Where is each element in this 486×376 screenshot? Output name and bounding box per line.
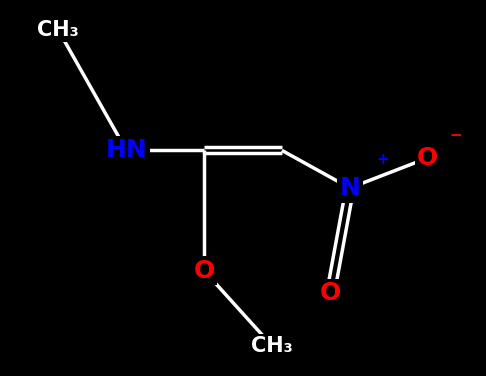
Text: −: − [450, 128, 462, 143]
Text: +: + [377, 152, 389, 167]
Text: CH₃: CH₃ [37, 20, 79, 40]
Text: O: O [193, 259, 215, 283]
Text: CH₃: CH₃ [251, 336, 293, 356]
Text: O: O [417, 146, 438, 170]
Text: HN: HN [105, 138, 147, 162]
Text: N: N [340, 176, 360, 200]
Text: O: O [320, 281, 341, 305]
